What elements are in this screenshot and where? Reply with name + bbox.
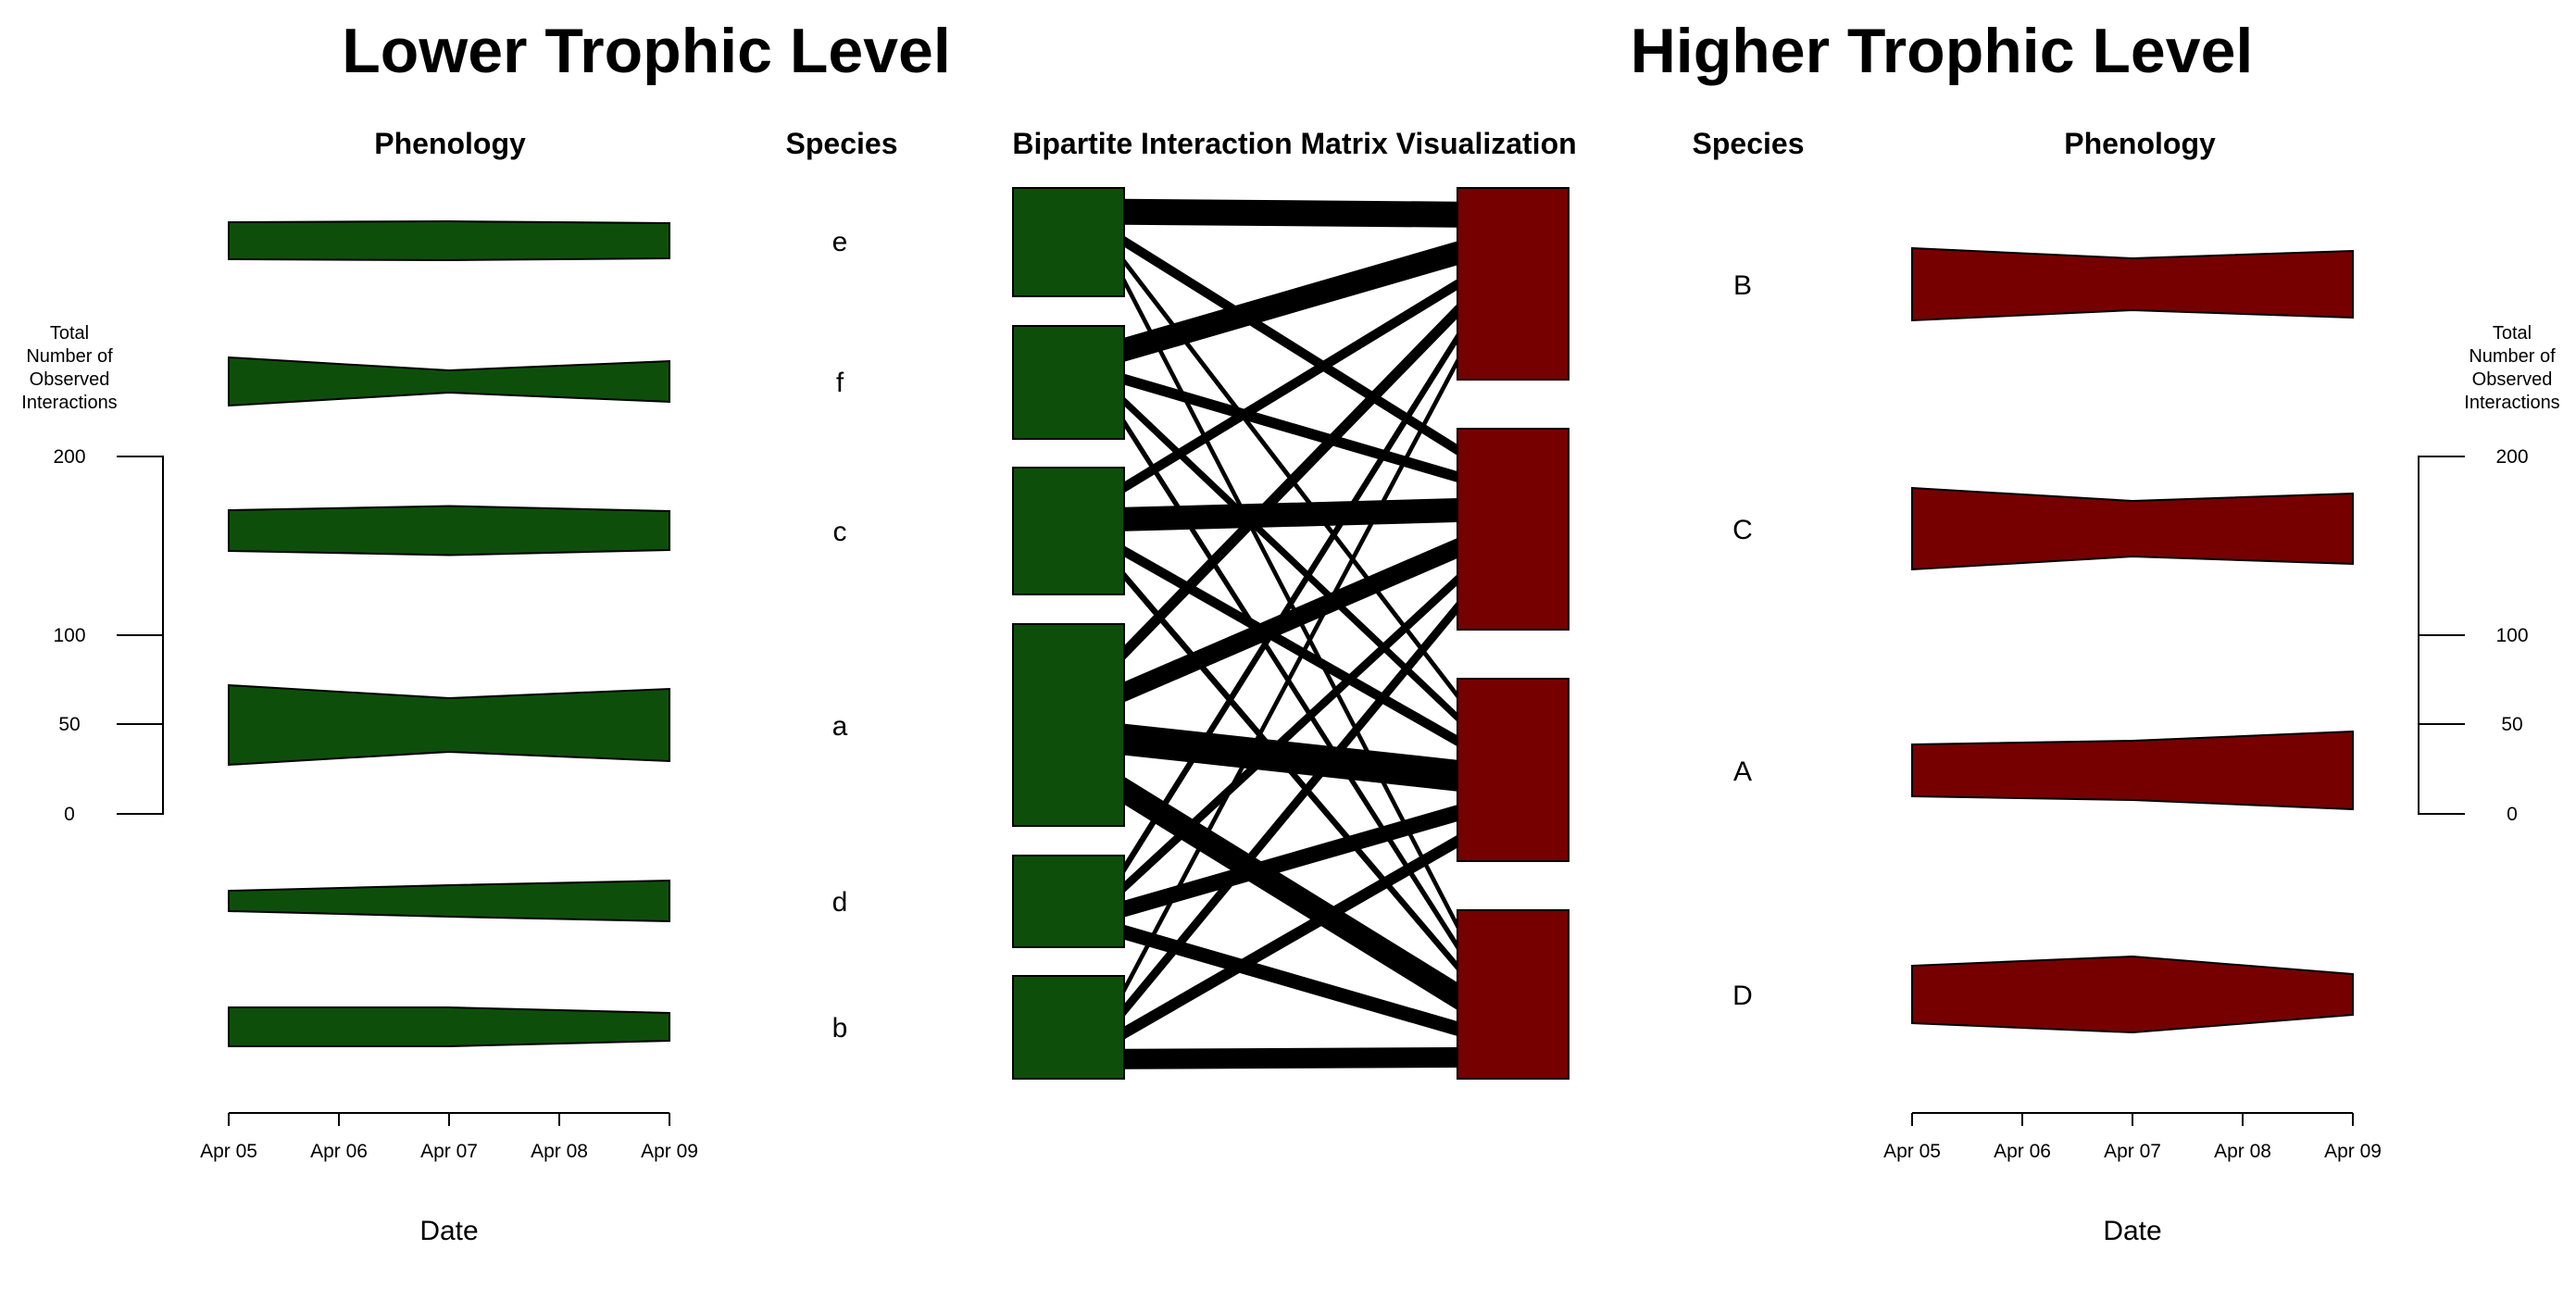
species-label-f: f <box>836 368 844 398</box>
higher-box-D <box>1457 909 1569 1080</box>
species-label-d: d <box>832 887 848 918</box>
link-f-B <box>1124 241 1457 362</box>
link-b-C <box>1124 601 1457 1018</box>
legend-left-title-1: Total <box>50 323 89 344</box>
link-a-C <box>1124 538 1457 703</box>
legend-right-tick-50: 50 <box>2501 714 2522 735</box>
link-c-A <box>1124 545 1457 747</box>
species-label-a: a <box>832 711 848 742</box>
date-axis-left-tick-label: Apr 07 <box>420 1141 478 1162</box>
species-label-D: D <box>1732 981 1753 1011</box>
date-axis-left-tick-label: Apr 06 <box>310 1141 368 1162</box>
subtitle-species-right: Species <box>1693 127 1805 160</box>
legend-left-bracket <box>117 456 164 815</box>
lower-box-f <box>1012 325 1125 440</box>
date-axis-right: Apr 05 Apr 06 Apr 07 Apr 08 Apr 09 <box>1883 1112 2382 1162</box>
date-axis-left-tick-label: Apr 09 <box>641 1141 698 1162</box>
higher-phenology-shapes <box>1911 246 2354 1034</box>
lower-box-a <box>1012 623 1125 827</box>
species-label-A: A <box>1733 756 1752 787</box>
species-label-C: C <box>1732 515 1753 545</box>
link-b-A <box>1124 834 1457 1040</box>
higher-box-C <box>1457 428 1569 631</box>
phenology-lower-f <box>228 356 670 407</box>
date-axis-right-label: Date <box>2103 1216 2161 1246</box>
legend-left-tick-0: 0 <box>64 804 75 825</box>
higher-box-B <box>1457 187 1569 381</box>
legend-left: Total Number of Observed Interactions 20… <box>21 323 164 825</box>
date-axis-left-tick-label: Apr 05 <box>200 1141 257 1162</box>
subtitle-phenology-left: Phenology <box>374 127 526 160</box>
lower-box-d <box>1012 855 1125 948</box>
lower-box-b <box>1012 975 1125 1080</box>
date-axis-left-tick-label: Apr 08 <box>531 1141 588 1162</box>
subtitle-phenology-right: Phenology <box>2064 127 2216 160</box>
link-c-B <box>1124 279 1457 494</box>
subtitle-species-left: Species <box>786 127 898 160</box>
legend-left-tick-50: 50 <box>58 714 80 735</box>
lower-phenology-shapes <box>228 219 670 1047</box>
legend-right-title-4: Interactions <box>2464 393 2559 413</box>
link-d-B <box>1124 331 1457 875</box>
date-axis-right-tick-label: Apr 06 <box>1994 1141 2051 1162</box>
phenology-higher-D <box>1911 955 2354 1034</box>
legend-right: Total Number of Observed Interactions 20… <box>2418 323 2560 825</box>
legend-left-title-3: Observed <box>30 369 110 390</box>
link-f-A <box>1124 396 1457 722</box>
phenology-higher-B <box>1911 246 2354 322</box>
date-axis-left: Apr 05 Apr 06 Apr 07 Apr 08 Apr 09 <box>200 1112 698 1162</box>
phenology-lower-d <box>228 879 670 923</box>
legend-right-tick-200: 200 <box>2495 446 2528 468</box>
date-axis-right-tick-label: Apr 07 <box>2104 1141 2161 1162</box>
link-b-D <box>1124 1047 1457 1069</box>
date-axis-right-tick-label: Apr 09 <box>2324 1141 2382 1162</box>
phenology-lower-e <box>228 219 670 262</box>
interaction-links <box>1124 198 1457 1069</box>
legend-right-title-3: Observed <box>2472 369 2553 390</box>
date-axis-right-tick-label: Apr 05 <box>1883 1141 1941 1162</box>
link-d-A <box>1124 805 1457 918</box>
link-e-B <box>1124 198 1457 228</box>
species-label-c: c <box>833 517 847 547</box>
phenology-lower-a <box>228 683 670 767</box>
legend-left-tick-100: 100 <box>53 625 85 646</box>
legend-right-tick-100: 100 <box>2495 625 2528 646</box>
title-higher-trophic: Higher Trophic Level <box>1631 16 2254 86</box>
link-b-B <box>1124 356 1457 995</box>
phenology-lower-b <box>228 1006 670 1047</box>
legend-right-tick-0: 0 <box>2507 804 2518 825</box>
species-label-e: e <box>832 227 848 257</box>
phenology-lower-c <box>228 505 670 556</box>
lower-box-e <box>1012 187 1125 297</box>
legend-right-bracket <box>2418 456 2465 815</box>
link-f-C <box>1124 373 1457 482</box>
phenology-higher-C <box>1911 486 2354 571</box>
species-labels: e f c a d b B C A D <box>832 227 1753 1044</box>
legend-left-tick-200: 200 <box>53 446 85 468</box>
link-d-C <box>1124 574 1457 894</box>
species-label-B: B <box>1733 270 1752 301</box>
title-lower-trophic: Lower Trophic Level <box>342 16 951 86</box>
phenology-higher-A <box>1911 730 2354 811</box>
link-d-D <box>1124 924 1457 1036</box>
link-a-B <box>1124 303 1457 661</box>
legend-left-title-2: Number of <box>26 346 113 367</box>
link-f-D <box>1124 418 1457 951</box>
higher-species-boxes <box>1457 187 1569 1080</box>
lower-box-c <box>1012 467 1125 595</box>
species-label-b: b <box>832 1013 848 1044</box>
higher-box-A <box>1457 678 1569 862</box>
legend-left-title-4: Interactions <box>21 393 117 413</box>
subtitle-matrix: Bipartite Interaction Matrix Visualizati… <box>1012 127 1576 160</box>
legend-right-title-1: Total <box>2493 323 2532 344</box>
date-axis-left-label: Date <box>419 1216 478 1246</box>
lower-species-boxes <box>1012 187 1125 1080</box>
date-axis-right-tick-label: Apr 08 <box>2214 1141 2271 1162</box>
legend-right-title-2: Number of <box>2469 346 2556 367</box>
